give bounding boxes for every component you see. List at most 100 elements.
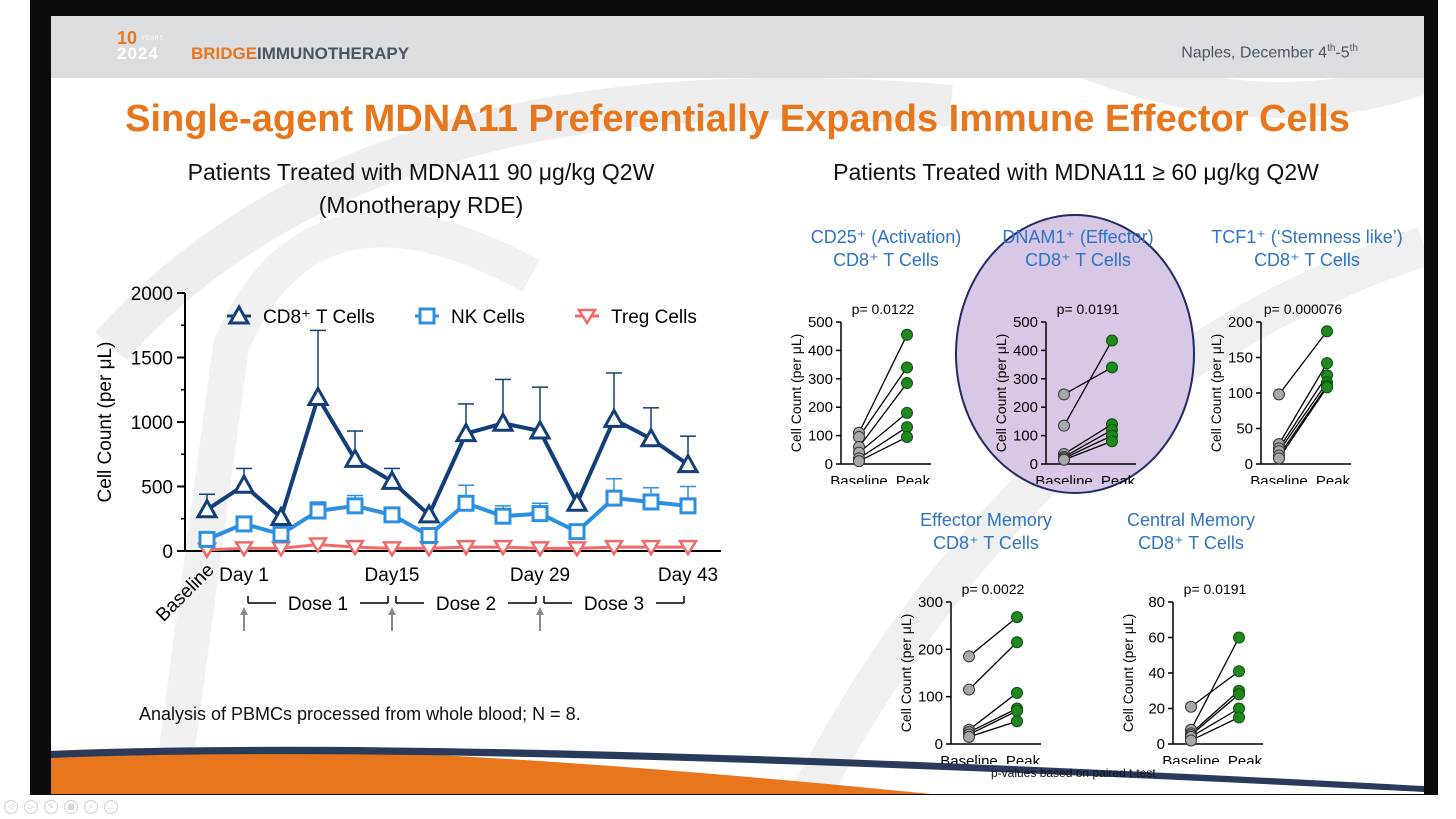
legend-label: NK Cells <box>451 307 525 328</box>
prev-slide-icon[interactable]: ◁ <box>4 800 18 814</box>
pair-line <box>1190 637 1240 731</box>
legend-marker <box>418 307 436 325</box>
zoom-icon[interactable]: ⌕ <box>84 800 98 814</box>
tcf1-panel-title: TCF1⁺ (‘Stemness like’) CD8⁺ T Cells <box>1211 227 1403 270</box>
y-tick-label: 0 <box>1245 456 1253 473</box>
y-tick-label: 0 <box>825 456 833 473</box>
x-tick-label-baseline: Baseline <box>830 473 888 484</box>
peak-point <box>1011 611 1023 624</box>
logo-immunotherapy: IMMUNOTHERAPY <box>257 44 410 63</box>
pair-line <box>968 692 1018 731</box>
pair-line <box>968 720 1018 738</box>
baseline-point <box>963 650 975 663</box>
peak-point <box>1233 665 1245 678</box>
legend-label: Treg Cells <box>611 307 697 328</box>
dose-label: Dose 1 <box>288 594 348 615</box>
more-icon[interactable]: … <box>104 800 118 814</box>
peak-point <box>1321 325 1333 338</box>
pair-line <box>968 616 1018 657</box>
pair-line <box>1063 366 1113 395</box>
next-slide-icon[interactable]: ▷ <box>24 800 38 814</box>
data-point <box>568 523 586 541</box>
y-tick-label: 2000 <box>131 284 173 305</box>
y-tick-label: 40 <box>1148 665 1165 682</box>
baseline-point <box>1273 388 1285 401</box>
y-tick-label: 100 <box>808 428 833 445</box>
data-point <box>491 411 515 432</box>
y-tick-label: 300 <box>1013 371 1038 388</box>
p-value: p= 0.0191 <box>1057 301 1120 317</box>
bottom-swoosh <box>51 746 1424 794</box>
data-point <box>420 527 438 545</box>
y-tick-label: 100 <box>918 689 943 706</box>
pair-line <box>1063 340 1113 426</box>
data-point <box>640 539 662 557</box>
data-point <box>492 539 514 557</box>
effector-memory-panel-title: Effector Memory CD8⁺ T Cells <box>920 510 1052 553</box>
data-point <box>235 515 253 533</box>
left-subtitle: Patients Treated with MDNA11 90 μg/kg Q2… <box>187 159 655 218</box>
y-tick-label: 300 <box>808 371 833 388</box>
pvalue-note: p-values based on paired t-test <box>991 766 1156 780</box>
logo-years: YEARS <box>141 36 164 42</box>
y-tick-label: 50 <box>1236 421 1253 438</box>
y-axis-label: Cell Count (per μL) <box>1120 614 1136 733</box>
peak-point <box>1233 711 1245 724</box>
pen-icon[interactable]: ✎ <box>44 800 58 814</box>
dose-arrow-head <box>240 607 248 615</box>
p-value: p= 0.000076 <box>1264 301 1342 317</box>
pair-line <box>1278 362 1328 445</box>
baseline-point <box>1058 388 1070 401</box>
dnam1-panel-title: DNAM1⁺ (Effector) CD8⁺ T Cells <box>1002 227 1154 270</box>
x-tick-label-peak: Peak <box>1228 753 1263 764</box>
peak-point <box>1106 435 1118 448</box>
peak-point <box>1321 357 1333 370</box>
pair-line <box>858 334 908 434</box>
data-point <box>679 497 697 515</box>
y-tick-label: 20 <box>1148 701 1165 718</box>
data-point <box>455 539 477 557</box>
presentation-controls[interactable]: ◁ ▷ ✎ ▦ ⌕ … <box>4 800 124 814</box>
baseline-point <box>1058 453 1070 466</box>
y-axis-label: Cell Count (per μL) <box>993 334 1009 453</box>
pair-line <box>1190 690 1240 734</box>
x-tick-label-baseline: Baseline <box>1162 753 1220 764</box>
peak-point <box>901 406 913 419</box>
slides-icon[interactable]: ▦ <box>64 800 78 814</box>
y-axis-label: Cell Count (per μL) <box>95 342 116 503</box>
p-value: p= 0.0022 <box>962 581 1025 597</box>
pair-line <box>1278 386 1328 459</box>
logo-ten: 10 <box>117 28 138 48</box>
x-tick-label-peak: Peak <box>1101 473 1136 484</box>
p-value: p= 0.0122 <box>852 301 915 317</box>
dose-label: Dose 2 <box>436 594 496 615</box>
data-point <box>309 502 327 520</box>
baseline-point <box>963 683 975 696</box>
peak-point <box>901 431 913 444</box>
data-point <box>343 447 367 468</box>
data-point <box>494 507 512 525</box>
x-tick-label-baseline: Baseline <box>1250 473 1308 484</box>
data-point <box>565 491 589 512</box>
pair-line <box>858 436 908 462</box>
data-point <box>602 407 626 428</box>
y-tick-label: 500 <box>808 314 833 331</box>
x-tick-label: Day 43 <box>658 565 718 586</box>
data-point <box>531 505 549 523</box>
y-tick-label: 60 <box>1148 630 1165 647</box>
y-axis-label: Cell Count (per μL) <box>898 614 914 733</box>
slide: 10 YEARS 2024 BRIDGE IMMUNOTHERAPY Naple… <box>51 16 1424 794</box>
baseline-point <box>963 730 975 743</box>
data-point <box>344 539 366 557</box>
x-tick-label: Day 1 <box>219 565 269 586</box>
data-point <box>272 525 290 543</box>
pair-line <box>1063 423 1113 455</box>
x-tick-label: Day 29 <box>510 565 570 586</box>
dose-arrow-head <box>388 607 396 615</box>
data-point <box>677 539 699 557</box>
peak-point <box>1011 686 1023 699</box>
pair-line <box>1278 381 1328 452</box>
data-point <box>417 502 441 524</box>
y-axis-label: Cell Count (per μL) <box>1208 334 1224 453</box>
